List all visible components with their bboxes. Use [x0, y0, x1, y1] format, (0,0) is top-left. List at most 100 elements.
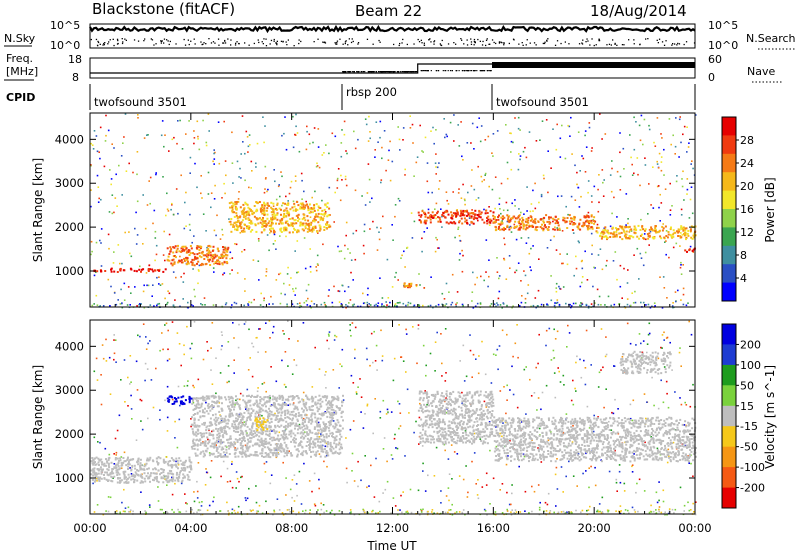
echo-point: [436, 238, 438, 241]
noise-search-dot: [187, 39, 189, 41]
echo-point: [590, 364, 592, 366]
echo-band-point: [285, 220, 288, 223]
echo-point: [524, 274, 527, 277]
echo-point: [337, 290, 340, 292]
echo-point: [675, 242, 678, 245]
echo-point: [642, 143, 644, 146]
echo-point: [293, 474, 296, 476]
echo-band-point: [93, 467, 96, 470]
echo-band-point: [689, 228, 692, 231]
echo-point: [409, 488, 412, 491]
noise-search-dot: [498, 41, 501, 43]
echo-band-point: [521, 220, 523, 223]
echo-point: [246, 388, 249, 391]
echo-point: [338, 510, 341, 512]
echo-point: [602, 366, 604, 369]
nave-dot: [370, 71, 372, 73]
echo-point: [248, 134, 251, 136]
echo-point: [545, 344, 547, 347]
echo-band-point: [308, 226, 311, 229]
echo-band-point: [263, 207, 266, 210]
echo-point: [632, 352, 635, 354]
echo-band-point: [242, 203, 245, 206]
echo-band-point: [293, 202, 296, 205]
echo-band-point: [625, 230, 628, 233]
echo-band-point: [255, 201, 258, 203]
echo-band-point: [262, 217, 264, 219]
echo-point: [659, 276, 661, 278]
echo-band-point: [189, 464, 192, 467]
echo-point: [385, 413, 388, 415]
echo-band-point: [183, 249, 186, 252]
echo-band-point: [170, 262, 173, 265]
echo-band-point: [205, 426, 208, 429]
noise-search-dot: [623, 44, 625, 46]
noise-search-dot: [234, 44, 237, 46]
echo-band-point: [254, 224, 257, 227]
echo-band-point: [103, 477, 106, 480]
echo-band-point: [200, 442, 203, 445]
echo-point: [445, 397, 447, 399]
echo-point: [145, 348, 148, 350]
echo-point: [300, 172, 303, 175]
echo-band-point: [571, 229, 574, 231]
echo-point: [240, 153, 242, 155]
echo-point: [110, 183, 112, 186]
echo-point: [187, 306, 189, 309]
echo-point: [562, 491, 564, 493]
echo-band-point: [306, 409, 308, 412]
echo-point: [638, 478, 641, 481]
echo-point: [145, 272, 148, 274]
echo-point: [119, 511, 121, 514]
echo-point: [657, 407, 660, 410]
echo-point: [119, 303, 122, 305]
nave-dot: [424, 70, 426, 72]
echo-point: [344, 175, 347, 178]
nave-dot: [371, 71, 373, 73]
echo-band-point: [285, 207, 288, 210]
echo-point: [548, 511, 551, 514]
echo-point: [382, 492, 384, 494]
noise-search-dot: [352, 40, 354, 43]
echo-point: [567, 324, 569, 327]
echo-point: [432, 306, 434, 309]
echo-point: [430, 276, 432, 278]
echo-band-point: [293, 222, 296, 225]
echo-point: [695, 501, 697, 503]
echo-band-point: [174, 245, 177, 248]
echo-band-point: [320, 217, 323, 220]
echo-point: [597, 386, 600, 388]
echo-point: [529, 378, 531, 381]
noise-search-dot: [167, 40, 169, 42]
echo-band-point: [217, 250, 220, 253]
noise-search-dot: [598, 38, 600, 41]
echo-band-point: [183, 475, 186, 478]
echo-point: [606, 509, 609, 511]
echo-band-point: [494, 221, 497, 223]
echo-point: [578, 206, 581, 208]
echo-band-point: [149, 456, 152, 459]
echo-band-point: [116, 271, 119, 273]
noise-search-dot: [276, 40, 278, 42]
echo-point: [332, 420, 335, 422]
echo-point: [208, 452, 211, 454]
echo-point: [238, 480, 240, 483]
echo-band-point: [211, 405, 214, 408]
echo-point: [372, 361, 374, 364]
echo-point: [661, 347, 663, 349]
echo-band-point: [103, 474, 105, 476]
echo-point: [165, 322, 168, 325]
echo-point: [278, 184, 280, 186]
echo-band-point: [196, 257, 199, 260]
echo-point: [506, 177, 509, 180]
echo-point: [430, 130, 432, 132]
echo-band-point: [481, 218, 484, 221]
echo-point: [197, 282, 199, 285]
echo-band-point: [266, 207, 269, 210]
echo-band-point: [293, 439, 296, 442]
echo-point: [291, 496, 293, 499]
echo-point: [441, 362, 443, 365]
echo-point: [419, 284, 421, 286]
noise-search-dot: [223, 42, 225, 44]
echo-point: [444, 136, 446, 139]
